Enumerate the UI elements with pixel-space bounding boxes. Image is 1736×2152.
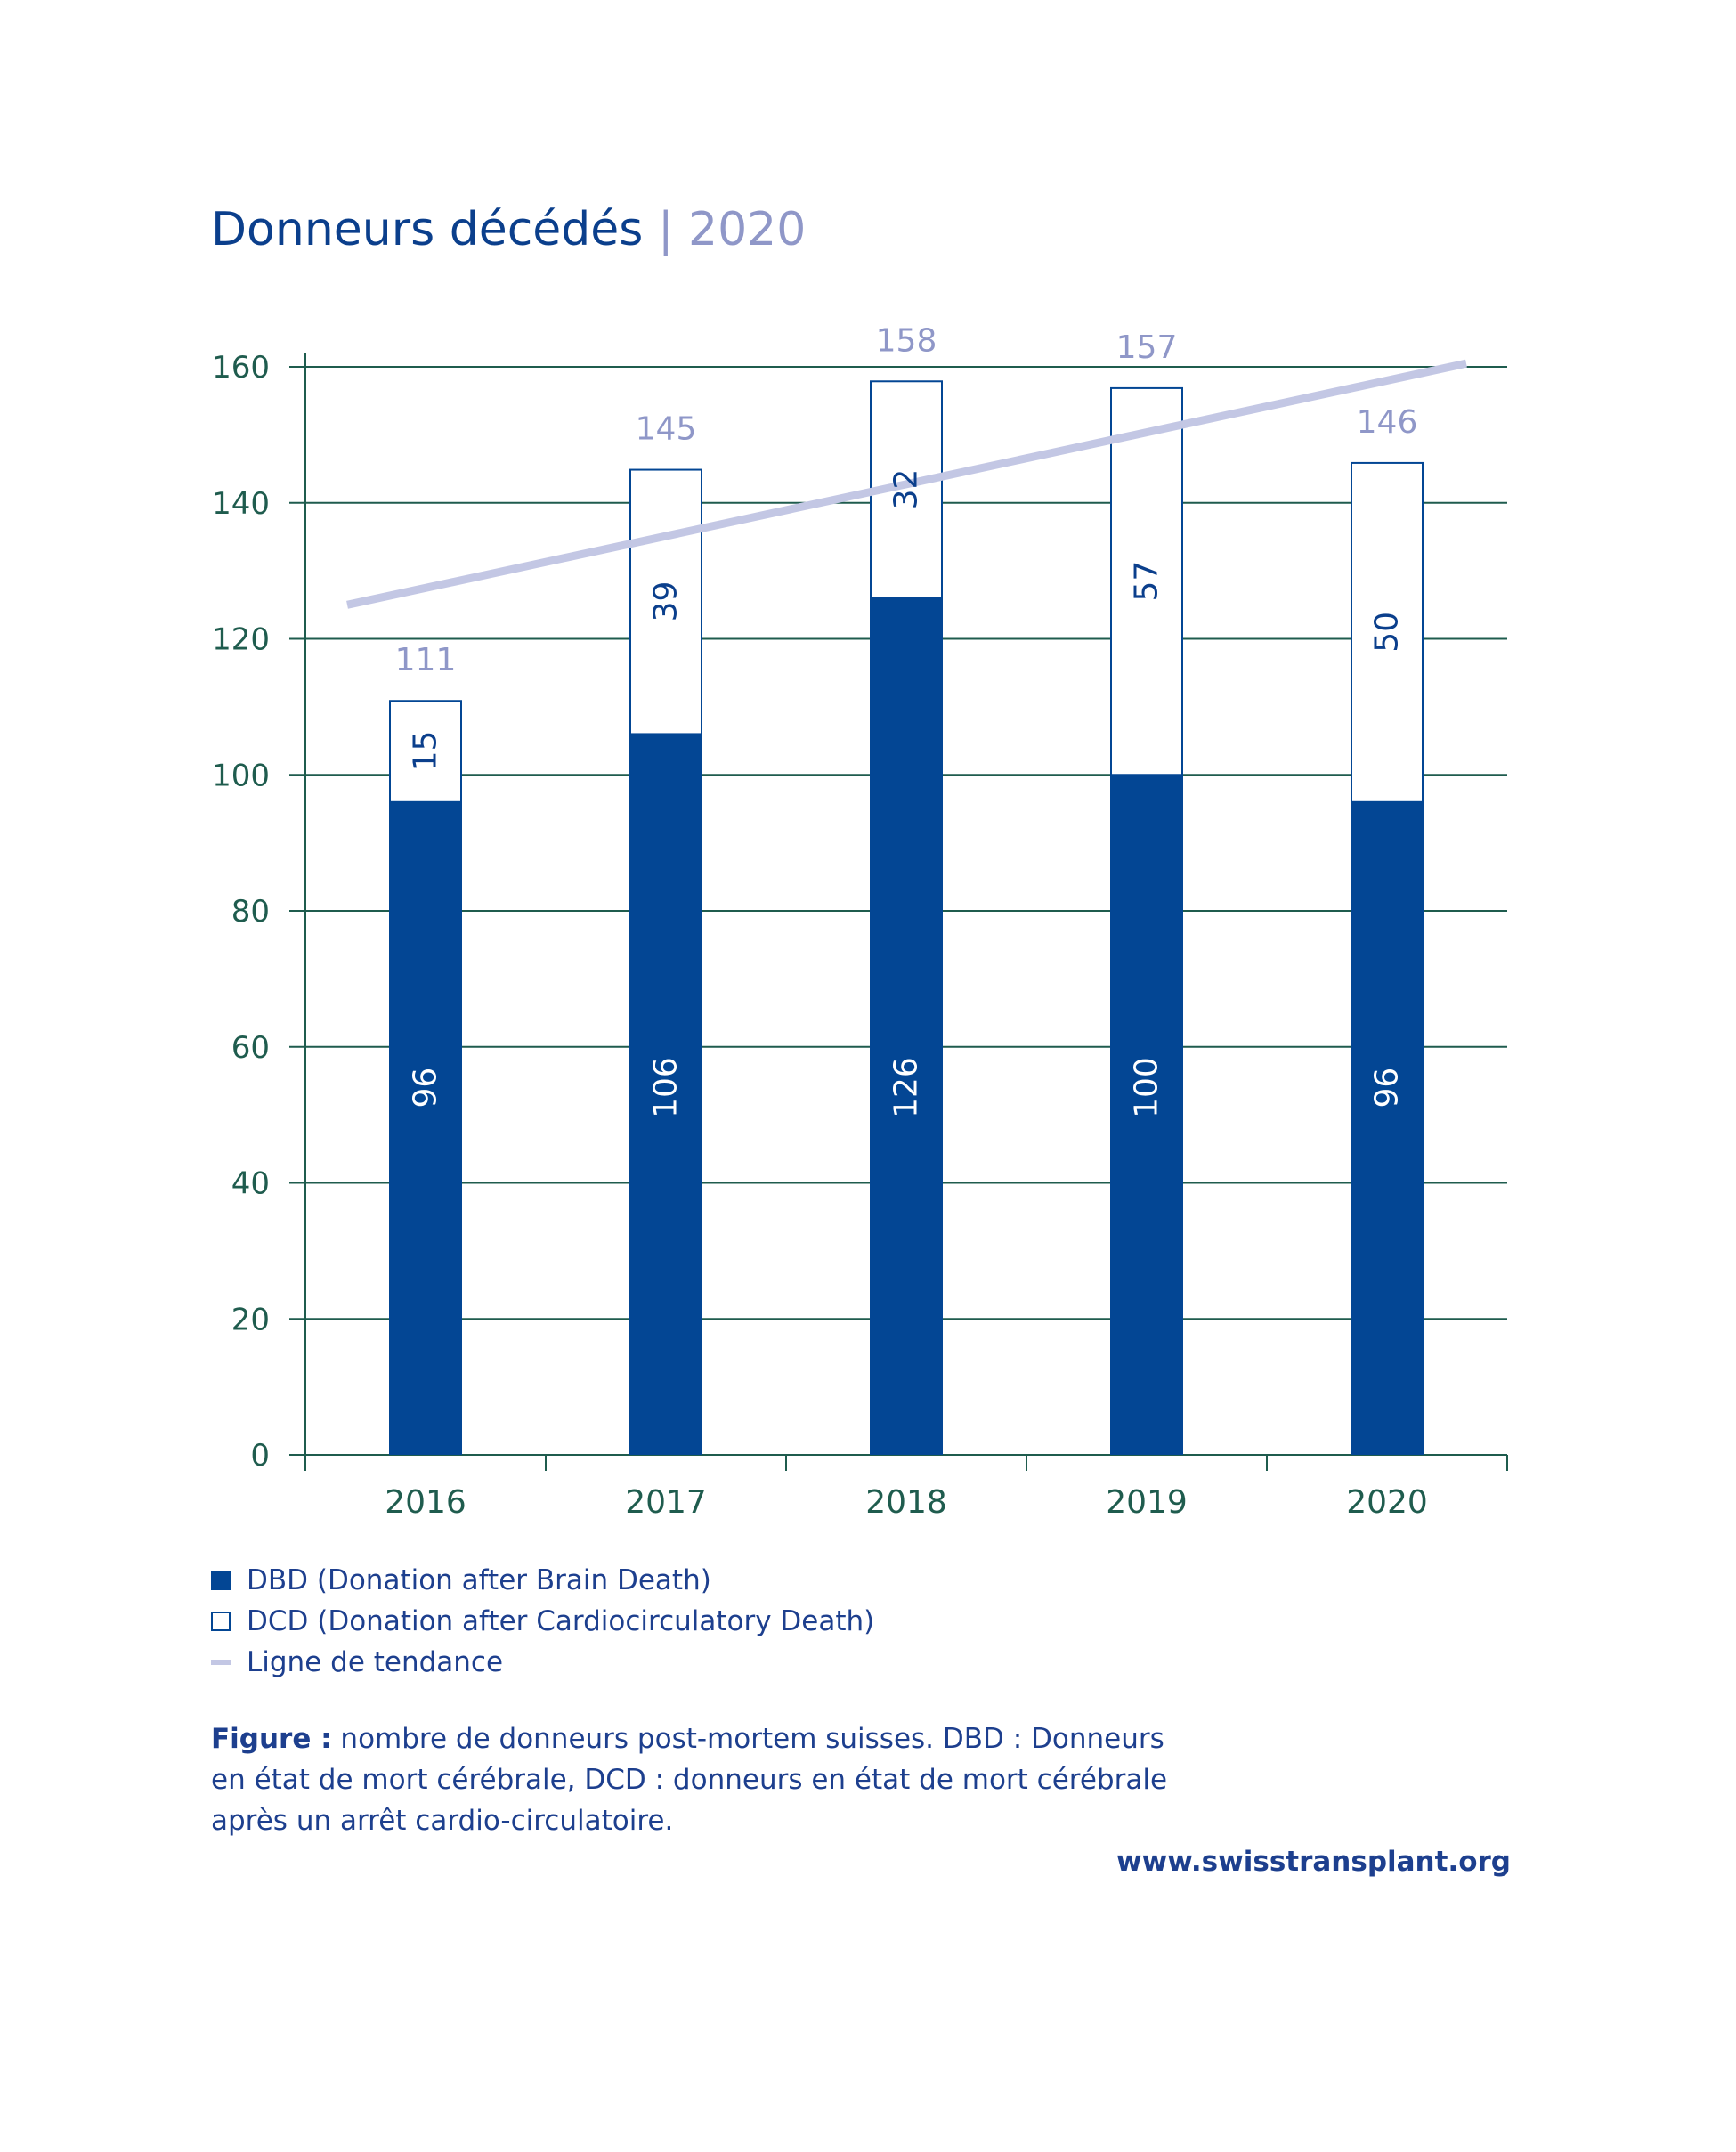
bar-total-label: 157 (1116, 329, 1178, 366)
bar-dbd (1110, 775, 1183, 1455)
y-tick-label: 160 (212, 350, 270, 386)
y-tick-label: 100 (212, 758, 270, 793)
legend-item-dbd: DBD (Donation after Brain Death) (211, 1560, 874, 1601)
caption-lead: Figure : (211, 1723, 332, 1755)
trend-line (346, 359, 1467, 609)
bar-total-label: 146 (1357, 404, 1418, 441)
bar-dcd (389, 700, 462, 803)
x-tick-label: 2019 (1106, 1484, 1188, 1514)
chart-title-separator: | (657, 203, 674, 256)
y-tick-label: 140 (212, 486, 270, 522)
y-tick-label: 60 (231, 1030, 270, 1066)
figure-caption: Figure : nombre de donneurs post-mortem … (211, 1718, 1190, 1841)
x-tick-label: 2020 (1346, 1484, 1428, 1514)
y-tick-label: 80 (231, 894, 270, 930)
legend: DBD (Donation after Brain Death) DCD (Do… (211, 1560, 874, 1683)
bar-dcd (870, 380, 943, 599)
bar-dbd (870, 597, 943, 1455)
legend-label-dbd: DBD (Donation after Brain Death) (247, 1564, 711, 1596)
bar-dbd (1351, 801, 1424, 1455)
bar-label-dcd: 39 (648, 581, 685, 622)
legend-label-dcd: DCD (Donation after Cardiocirculatory De… (247, 1605, 875, 1637)
website-link[interactable]: www.swisstransplant.org (1115, 1846, 1511, 1878)
y-tick-label: 0 (250, 1438, 270, 1474)
bar-dbd (629, 734, 702, 1455)
bar-total-label: 145 (636, 411, 697, 448)
bar-dcd (629, 468, 702, 735)
bar-label-dbd: 126 (888, 1057, 925, 1118)
bar-label-dcd: 57 (1129, 561, 1165, 602)
bar-label-dbd: 106 (648, 1057, 685, 1118)
y-tick-label: 120 (212, 622, 270, 658)
y-tick-label: 40 (231, 1166, 270, 1202)
caption-text: nombre de donneurs post-mortem suisses. … (211, 1723, 1168, 1837)
legend-item-trend: Ligne de tendance (211, 1642, 874, 1683)
bar-label-dcd: 32 (888, 469, 925, 510)
legend-swatch-dcd (211, 1612, 231, 1631)
bar-label-dbd: 100 (1129, 1057, 1165, 1118)
bar-label-dcd: 15 (408, 731, 444, 772)
x-tick-label: 2018 (865, 1484, 947, 1514)
bar-label-dbd: 96 (408, 1068, 444, 1108)
chart-title-year: 2020 (688, 203, 807, 256)
chart-title-main: Donneurs décédés (211, 203, 644, 256)
y-tick-label: 20 (231, 1302, 270, 1337)
bar-label-dcd: 50 (1369, 612, 1406, 653)
legend-label-trend: Ligne de tendance (247, 1646, 504, 1678)
legend-item-dcd: DCD (Donation after Cardiocirculatory De… (211, 1601, 874, 1642)
bar-label-dbd: 96 (1369, 1068, 1406, 1108)
x-tick-label: 2016 (385, 1484, 466, 1514)
stacked-bar-chart: 0 20 40 60 80 100 120 140 160 2016 2017 2018 2019 202… (212, 322, 1508, 1514)
legend-swatch-dbd (211, 1571, 231, 1590)
bar-dbd (389, 801, 462, 1455)
legend-swatch-trend (211, 1660, 231, 1665)
bar-total-label: 158 (876, 322, 937, 359)
chart-title: Donneurs décédés | 2020 (211, 203, 806, 256)
bar-dcd (1351, 461, 1424, 803)
x-tick-label: 2017 (625, 1484, 707, 1514)
bar-total-label: 111 (395, 642, 457, 678)
bar-dcd (1110, 386, 1183, 776)
